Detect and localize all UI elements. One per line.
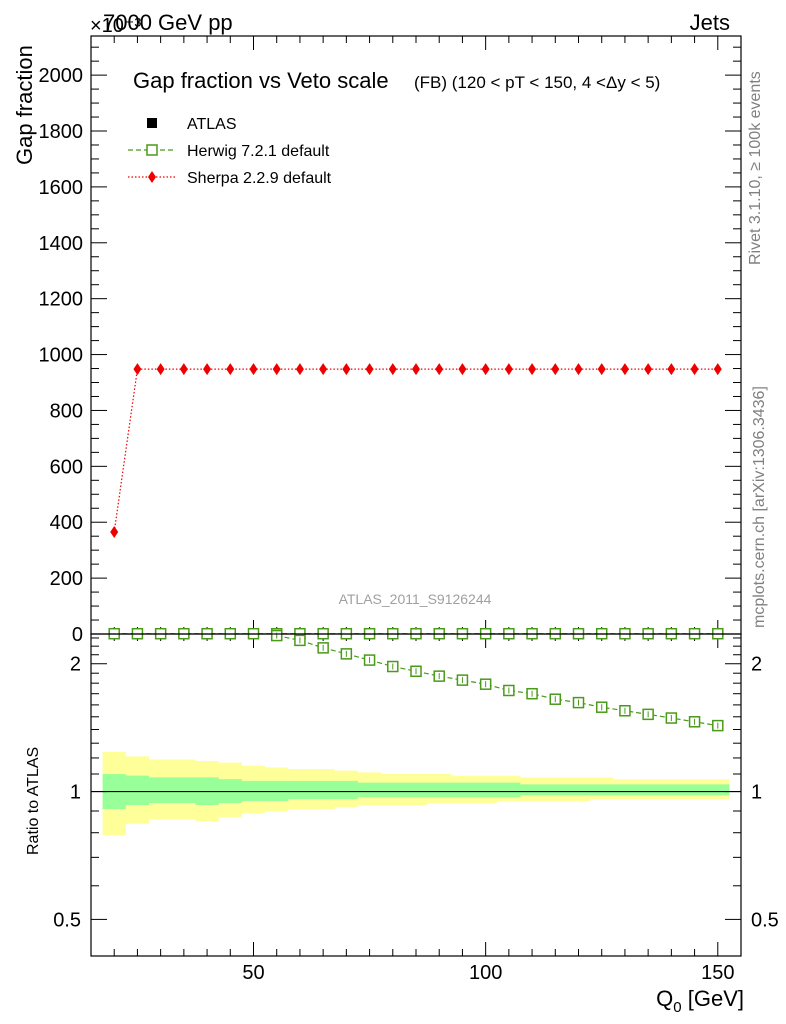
x-tick-label: 50 xyxy=(242,962,264,984)
series-line xyxy=(113,368,718,533)
ratio-panel: 50 100 150 0.5 0.5 1 1 2 2 xyxy=(53,629,779,984)
sherpa-point xyxy=(528,363,537,376)
main-ticks: 0 200 400 600 800 1000 1200 1400 1600 1800 2000 xyxy=(39,36,741,956)
sherpa-point xyxy=(597,363,606,376)
legend-marker-sherpa xyxy=(148,171,156,183)
sherpa-point xyxy=(481,363,490,376)
exponent-label: ×10⁻³ xyxy=(90,15,141,37)
plot-subtitle: (FB) (120 < pT < 150, 4 <Δy < 5) xyxy=(414,73,660,92)
ratio-y-axis-title: Ratio to ATLAS xyxy=(25,747,42,855)
sherpa-point xyxy=(435,363,444,376)
legend: ATLAS Herwig 7.2.1 default Sherpa 2.2.9 … xyxy=(128,116,332,187)
y-tick-label: 0 xyxy=(72,624,83,646)
uncertainty-bands xyxy=(102,751,730,836)
legend-marker-herwig xyxy=(146,144,158,156)
y-tick-label: 600 xyxy=(50,456,83,478)
ratio-y-tick-label: 2 xyxy=(751,654,762,676)
sherpa-point xyxy=(133,363,142,376)
legend-label-sherpa: Sherpa 2.2.9 default xyxy=(187,170,332,187)
sherpa-point xyxy=(713,363,722,376)
sherpa-point xyxy=(388,363,397,376)
ratio-y-tick-label: 0.5 xyxy=(751,909,779,931)
y-tick-label: 1800 xyxy=(39,121,84,143)
sherpa-point xyxy=(644,363,653,376)
y-axis-title: Gap fraction xyxy=(12,45,37,165)
sherpa-point xyxy=(504,363,513,376)
sherpa-point xyxy=(226,363,235,376)
sherpa-point xyxy=(458,363,467,376)
sherpa-point xyxy=(365,363,374,376)
sherpa-point xyxy=(110,526,119,539)
legend-marker-atlas xyxy=(147,118,157,128)
y-tick-label: 1400 xyxy=(39,233,84,255)
ratio-frame xyxy=(90,633,742,957)
y-tick-label: 200 xyxy=(50,568,83,590)
sherpa-point xyxy=(342,363,351,376)
y-tick-label: 1600 xyxy=(39,177,84,199)
sherpa-point xyxy=(249,363,258,376)
plot-title: Gap fraction vs Veto scale xyxy=(133,68,389,93)
legend-label-herwig: Herwig 7.2.1 default xyxy=(187,143,330,160)
sherpa-point xyxy=(319,363,328,376)
ratio-y-tick-label: 2 xyxy=(70,654,81,676)
sherpa-point xyxy=(412,363,420,376)
y-tick-label: 400 xyxy=(50,512,83,534)
y-tick-label: 2000 xyxy=(39,65,84,87)
sherpa-point xyxy=(179,363,188,376)
sherpa-point xyxy=(574,363,583,376)
sherpa-point xyxy=(156,363,165,376)
sherpa-point xyxy=(690,363,699,376)
ratio-y-tick-label: 1 xyxy=(70,782,81,804)
analysis-id: ATLAS_2011_S9126244 xyxy=(339,591,492,607)
ratio-series xyxy=(270,629,724,732)
x-tick-label: 150 xyxy=(701,962,734,984)
sherpa-point xyxy=(295,363,304,376)
ratio-y-tick-label: 0.5 xyxy=(53,909,81,931)
sherpa-point xyxy=(667,363,676,376)
sherpa-point xyxy=(620,363,629,376)
ratio-ticks: 50 100 150 0.5 0.5 1 1 2 2 xyxy=(53,637,779,984)
y-tick-label: 1000 xyxy=(39,345,84,367)
y-tick-label: 800 xyxy=(50,400,83,422)
x-tick-label: 100 xyxy=(469,962,502,984)
legend-label-atlas: ATLAS xyxy=(187,116,237,133)
x-axis-title: Q0 [GeV] xyxy=(656,986,744,1016)
energy-label: 7000 GeV pp xyxy=(103,10,233,35)
sherpa-point xyxy=(272,363,281,376)
mcplots-label: mcplots.cern.ch [arXiv:1306.3436] xyxy=(751,386,768,628)
y-tick-label: 1200 xyxy=(39,289,84,311)
ratio-y-tick-label: 1 xyxy=(751,782,762,804)
rivet-label: Rivet 3.1.10, ≥ 100k events xyxy=(747,71,764,265)
process-label: Jets xyxy=(690,10,730,35)
sherpa-point xyxy=(203,363,212,376)
sherpa-point xyxy=(551,363,560,376)
